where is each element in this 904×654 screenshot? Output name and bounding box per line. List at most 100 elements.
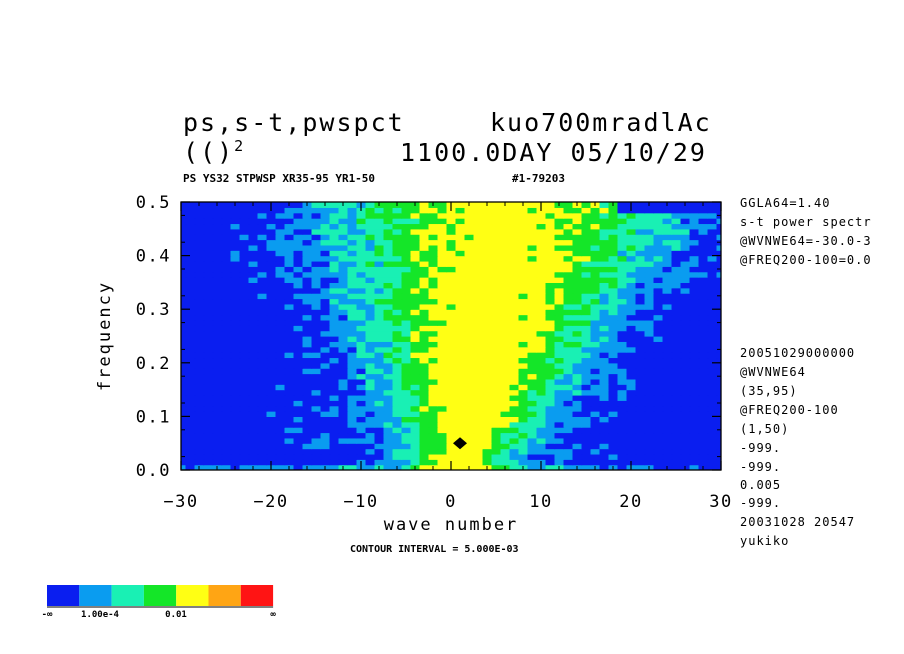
heatmap-cell: [302, 405, 313, 412]
heatmap-cell: [563, 384, 574, 391]
heatmap-cell: [698, 277, 709, 283]
heatmap-cell: [527, 212, 538, 219]
heatmap-cell: [536, 298, 547, 305]
heatmap-cell: [482, 244, 493, 251]
heatmap-cell: [383, 202, 394, 208]
heatmap-cell: [212, 448, 223, 455]
heatmap-cell: [257, 309, 268, 316]
heatmap-cell: [653, 341, 664, 348]
heatmap-cell: [266, 362, 277, 369]
heatmap-cell: [365, 459, 376, 466]
heatmap-cell: [545, 325, 556, 332]
heatmap-cell: [221, 260, 232, 267]
heatmap-cell: [446, 352, 457, 359]
heatmap-cell: [374, 228, 385, 235]
heatmap-cell: [185, 218, 196, 225]
heatmap-cell: [338, 207, 349, 214]
heatmap-cell: [257, 260, 268, 267]
heatmap-cell: [311, 287, 322, 294]
heatmap-cell: [509, 287, 520, 294]
heatmap-cell: [365, 368, 376, 375]
heatmap-cell: [248, 244, 259, 251]
heatmap-cell: [410, 250, 421, 257]
heatmap-cell: [446, 282, 457, 289]
heatmap-cell: [203, 352, 214, 359]
heatmap-cell: [374, 287, 385, 294]
heatmap-cell: [590, 239, 601, 246]
heatmap-cell: [329, 309, 340, 316]
colorbar-label: 1.00e-4: [81, 610, 120, 620]
heatmap-cell: [365, 207, 376, 214]
heatmap-cell: [716, 287, 721, 294]
heatmap-cell: [293, 223, 304, 230]
heatmap-cell: [311, 437, 322, 444]
heatmap-cell: [473, 303, 484, 310]
heatmap-cell: [482, 400, 493, 407]
heatmap-cell: [644, 443, 655, 450]
heatmap-cell: [257, 357, 268, 364]
heatmap-cell: [365, 411, 376, 417]
heatmap-cell: [410, 394, 421, 401]
heatmap-cell: [626, 352, 637, 359]
heatmap-cell: [365, 416, 376, 423]
heatmap-cell: [509, 437, 520, 444]
heatmap-cell: [401, 362, 412, 369]
heatmap-cell: [347, 325, 358, 332]
heatmap-cell: [311, 293, 322, 300]
heatmap-cell: [383, 459, 394, 466]
heatmap-cell: [212, 303, 223, 310]
heatmap-cell: [338, 260, 349, 267]
heatmap-cell: [689, 202, 700, 208]
heatmap-cell: [221, 250, 232, 257]
heatmap-cell: [527, 341, 538, 348]
heatmap-cell: [653, 239, 664, 246]
heatmap-cell: [329, 287, 340, 294]
heatmap-cell: [716, 432, 721, 439]
heatmap-cell: [518, 389, 529, 396]
heatmap-cell: [221, 298, 232, 305]
heatmap-cell: [455, 277, 466, 283]
heatmap-cell: [293, 207, 304, 214]
heatmap-cell: [626, 432, 637, 439]
heatmap-cell: [293, 346, 304, 353]
heatmap-cell: [473, 266, 484, 273]
heatmap-cell: [203, 416, 214, 423]
heatmap-cell: [500, 373, 511, 380]
heatmap-cell: [473, 443, 484, 450]
heatmap-cell: [455, 341, 466, 348]
heatmap-cell: [446, 336, 457, 342]
heatmap-cell: [428, 421, 439, 428]
heatmap-cell: [626, 277, 637, 283]
heatmap-cell: [338, 266, 349, 273]
heatmap-cell: [590, 437, 601, 444]
heatmap-cell: [419, 277, 430, 283]
heatmap-cell: [230, 239, 241, 246]
heatmap-cell: [275, 223, 286, 230]
side-note-14: 20031028 20547: [740, 515, 856, 529]
heatmap-cell: [662, 421, 673, 428]
heatmap-cell: [329, 250, 340, 257]
heatmap-cell: [698, 244, 709, 251]
heatmap-cell: [437, 384, 448, 391]
heatmap-cell: [509, 255, 520, 262]
heatmap-cell: [509, 266, 520, 273]
heatmap-cell: [347, 427, 358, 434]
heatmap-cell: [527, 244, 538, 251]
heatmap-cell: [644, 314, 655, 321]
heatmap-cell: [266, 421, 277, 428]
subtitle-superscript: 2: [234, 137, 246, 155]
heatmap-cell: [181, 378, 187, 385]
heatmap-cell: [185, 336, 196, 342]
heatmap-cell: [230, 298, 241, 305]
heatmap-cell: [194, 228, 205, 235]
y-tick-label: 0.1: [136, 407, 171, 427]
heatmap-cell: [653, 260, 664, 267]
heatmap-cell: [707, 244, 718, 251]
heatmap-cell: [563, 411, 574, 417]
heatmap-cell: [572, 394, 583, 401]
heatmap-cell: [572, 384, 583, 391]
heatmap-cell: [383, 378, 394, 385]
heatmap-cell: [662, 459, 673, 466]
heatmap-cell: [464, 459, 475, 466]
heatmap-cell: [410, 346, 421, 353]
